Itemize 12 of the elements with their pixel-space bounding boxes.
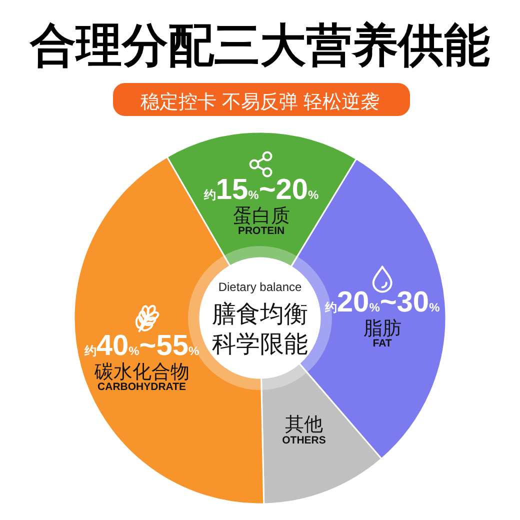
text: 膳食均衡 bbox=[212, 301, 308, 328]
category-label: 其他 OTHERS bbox=[282, 414, 326, 447]
chart-subtitle: 稳定控卡 不易反弹 轻松逆袭 bbox=[140, 91, 380, 113]
category-label: 碳水化合物 CARBOHYDRATE bbox=[94, 362, 190, 394]
text: 约15%~20% bbox=[204, 174, 319, 206]
chart-title: 合理分配三大营养供能 bbox=[29, 19, 490, 71]
text: 约40%~55% bbox=[84, 330, 200, 362]
text: 科学限能 bbox=[212, 331, 308, 358]
category-label: 脂肪 FAT bbox=[363, 318, 402, 350]
text: Dietary balance bbox=[218, 280, 302, 294]
text: 约20%~30% bbox=[324, 286, 440, 319]
category-label: 蛋白质 PROTEIN bbox=[232, 206, 290, 238]
